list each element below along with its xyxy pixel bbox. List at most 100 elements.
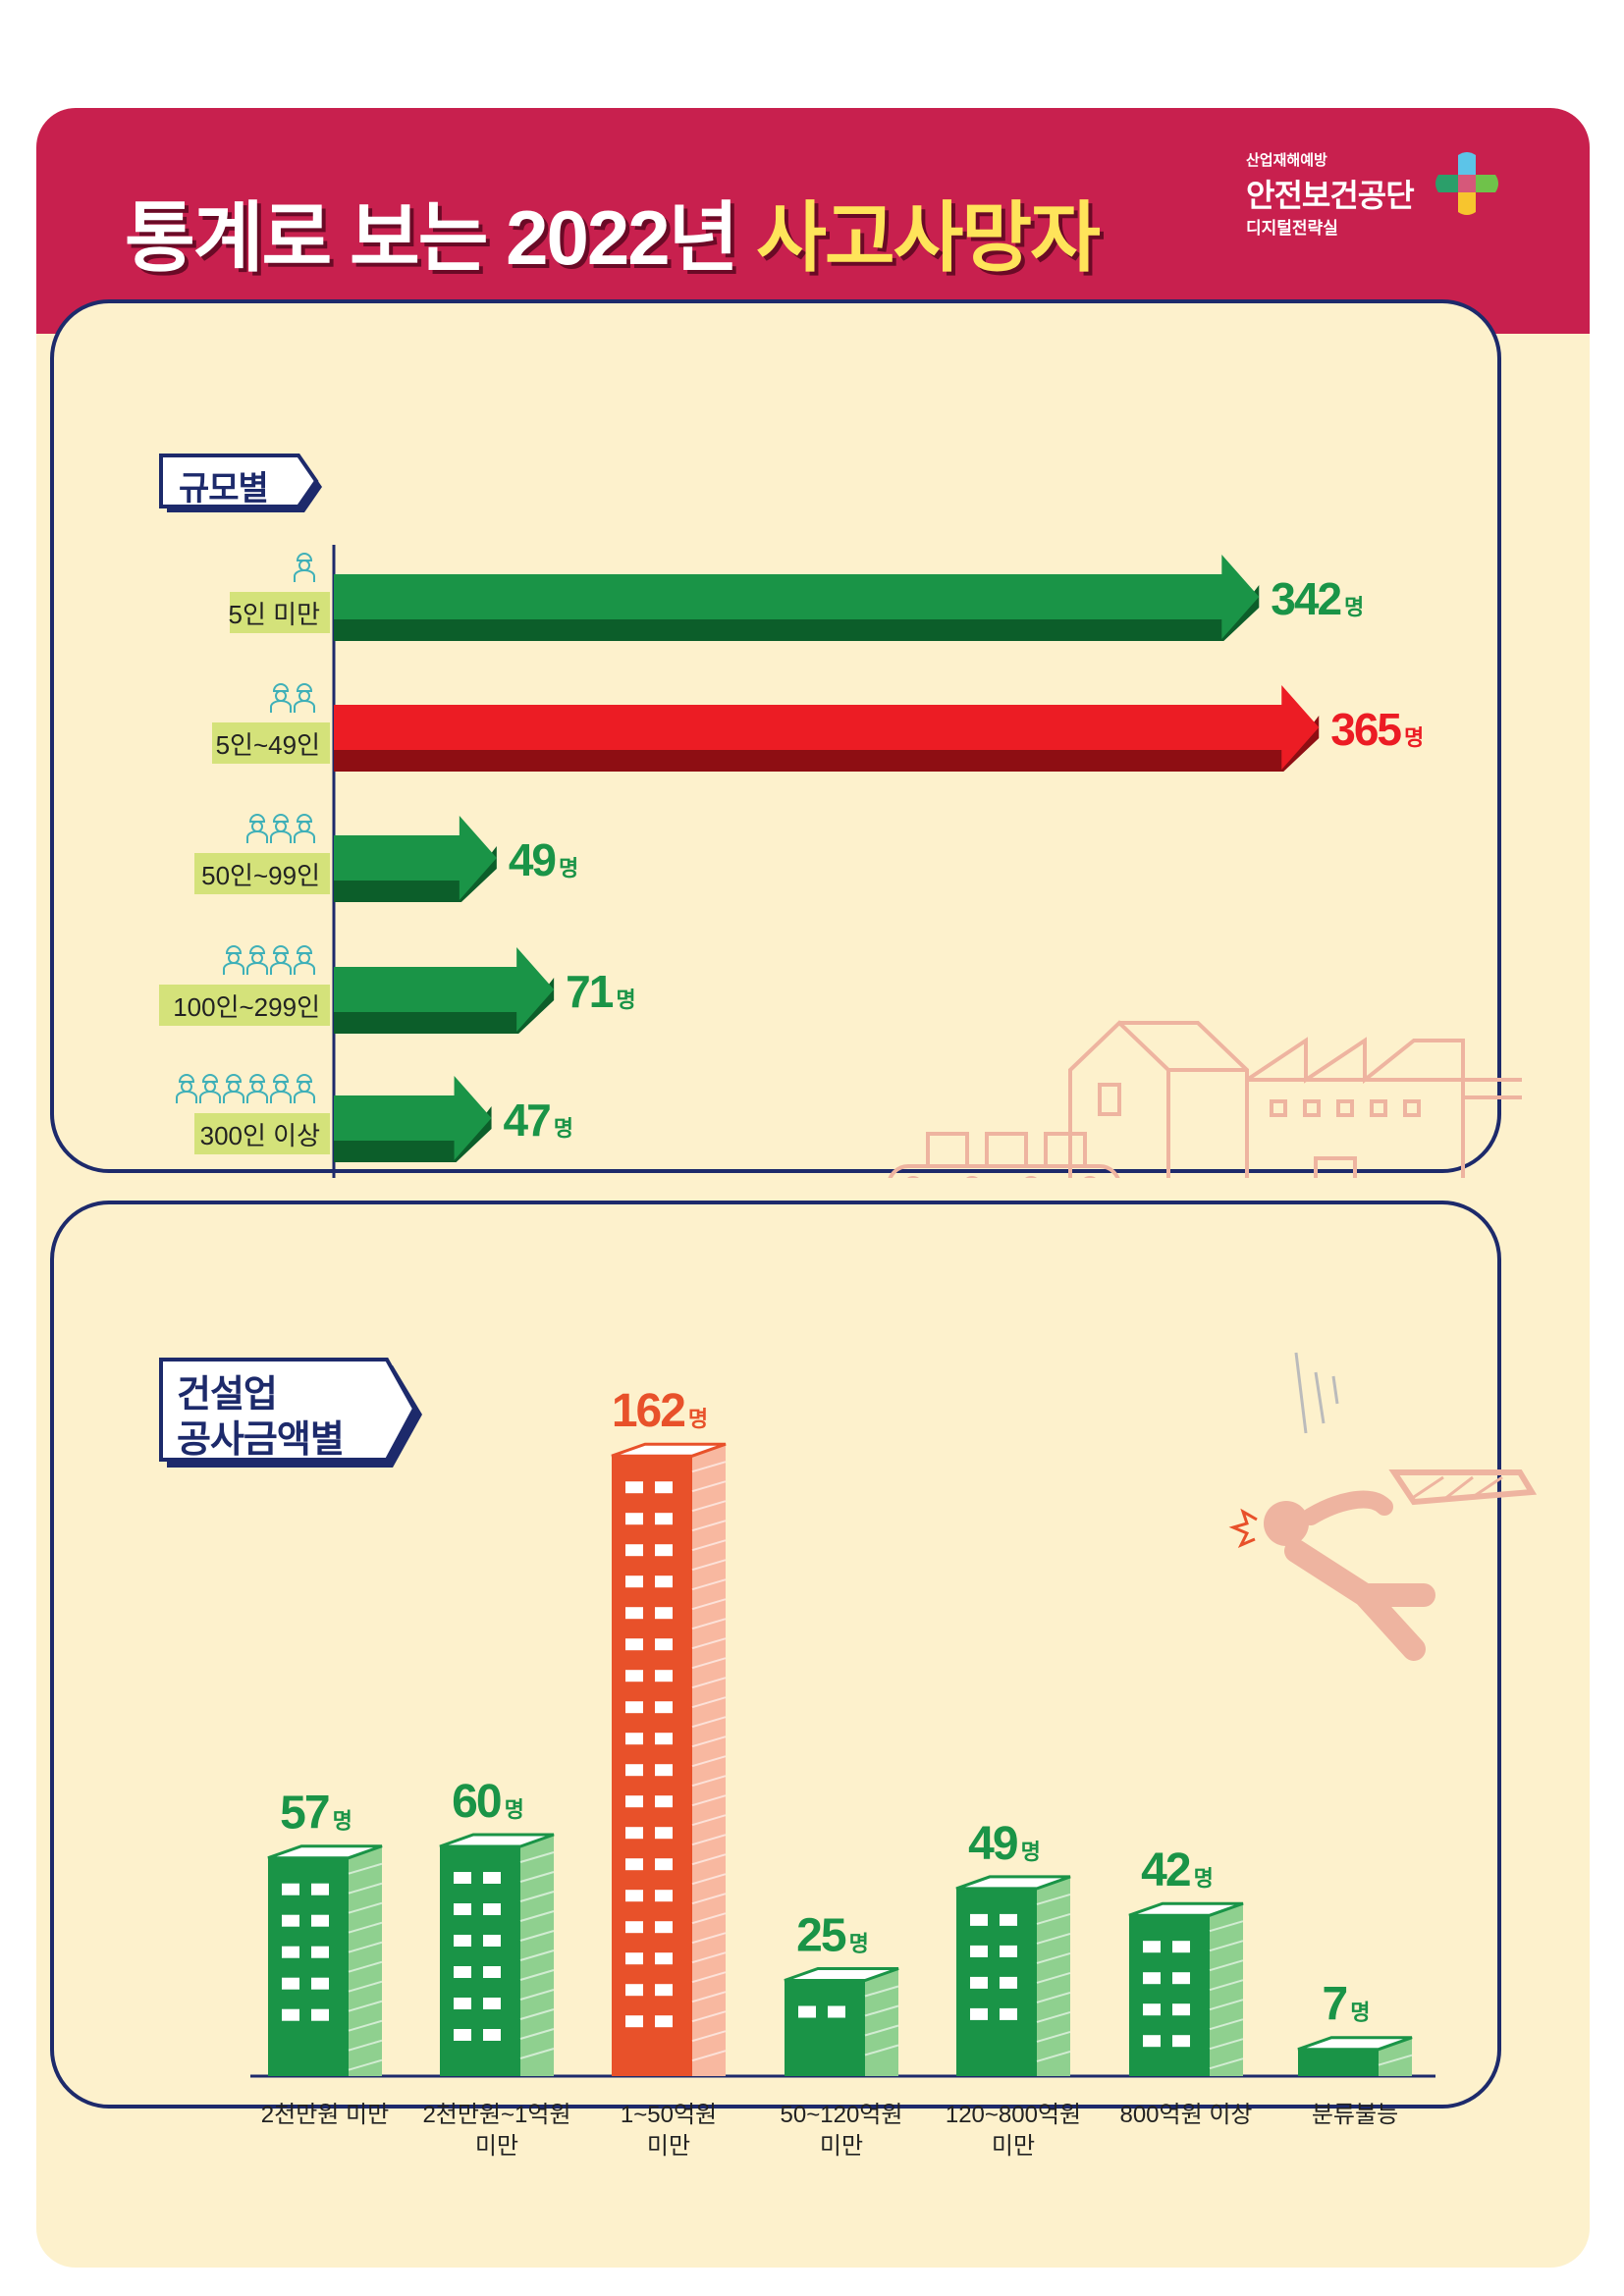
value-label: 60 명 xyxy=(452,1776,524,1828)
value-unit: 명 xyxy=(559,856,576,881)
category-label: 분류불능 xyxy=(1312,2102,1398,2128)
building-window xyxy=(970,2007,988,2020)
value-unit: 명 xyxy=(616,988,633,1012)
building-side-stripe xyxy=(691,1775,727,1788)
building-window xyxy=(655,1858,673,1871)
building-roof xyxy=(1297,2036,1413,2052)
building-side-stripe xyxy=(691,1991,727,2003)
value-unit: 명 xyxy=(333,1809,351,1834)
building-window xyxy=(1172,1972,1190,1985)
title-highlight: 사고사망자 xyxy=(756,194,1101,281)
building-window xyxy=(625,1481,643,1494)
bar-arrow xyxy=(334,1076,492,1162)
building-window xyxy=(282,1946,299,1958)
building-window xyxy=(1000,1945,1017,1957)
building-side-stripe xyxy=(1209,1999,1244,2011)
body xyxy=(1284,1539,1435,1661)
size-tag-label: 규모별 xyxy=(179,470,269,507)
building-side-stripe xyxy=(691,1853,727,1866)
building-window xyxy=(1143,1972,1161,1985)
building-face xyxy=(440,1846,520,2076)
building-side-stripe xyxy=(519,1871,555,1883)
building-side-stripe xyxy=(1036,1932,1071,1945)
value-number: 49 명 xyxy=(968,1818,1039,1870)
building-window xyxy=(625,2015,643,2028)
building-roof xyxy=(1128,1901,1244,1917)
category-label: 미만 xyxy=(992,2133,1035,2160)
window xyxy=(1336,1099,1354,1117)
head xyxy=(1264,1501,1309,1546)
building-side-stripe xyxy=(691,1578,727,1591)
building-side-stripe xyxy=(691,1873,727,1886)
window xyxy=(1303,1099,1321,1117)
value-unit: 명 xyxy=(849,1932,867,1956)
building-face xyxy=(268,1857,349,2076)
building-side xyxy=(1210,1903,1243,2076)
building-side-stripe xyxy=(348,2058,383,2071)
building-side-stripe xyxy=(519,2028,555,2040)
arm xyxy=(1302,1490,1393,1525)
building-side-stripe xyxy=(1036,2050,1071,2062)
category-label-bg xyxy=(230,592,330,633)
category-label: 2천만원~1억원 xyxy=(422,2102,570,2128)
building-window xyxy=(625,1952,643,1965)
building-side-stripe xyxy=(519,1949,555,1961)
box xyxy=(1044,1132,1087,1168)
building-side-stripe xyxy=(864,2024,899,2037)
category-label: 5인 미만 xyxy=(229,600,320,629)
window xyxy=(1370,1099,1387,1117)
building-side-stripe xyxy=(348,2000,383,2012)
category-label: 50~120억원 xyxy=(781,2102,903,2128)
building-window xyxy=(655,1890,673,1902)
category-label: 120~800억원 xyxy=(946,2102,1081,2128)
building-side-stripe xyxy=(1209,1959,1244,1972)
worker-icon xyxy=(223,945,244,975)
bar-arrow-body xyxy=(334,685,1320,770)
building-window xyxy=(625,1701,643,1714)
value-number: 60 명 xyxy=(452,1776,522,1828)
building-side-stripe xyxy=(691,1618,727,1630)
building-side-stripe xyxy=(691,1932,727,1945)
building-side-stripe xyxy=(1209,1920,1244,1933)
size-section-tag: 규모별 xyxy=(157,454,329,522)
value-number: 25 명 xyxy=(796,1910,867,1962)
building-window xyxy=(483,1903,501,1915)
category-label-bg xyxy=(194,1113,330,1154)
building-side-stripe xyxy=(691,1480,727,1493)
worker-icon xyxy=(294,553,315,582)
building-side-stripe xyxy=(348,1882,383,1895)
building-window xyxy=(625,1513,643,1525)
building-side-stripe xyxy=(691,1951,727,1964)
building-window xyxy=(311,2008,329,2021)
category-label: 미만 xyxy=(475,2133,518,2160)
tag-shape xyxy=(159,1358,422,1468)
building-side-stripe xyxy=(348,1980,383,1993)
worker-icon xyxy=(270,1074,292,1103)
building-side-stripe xyxy=(1036,1991,1071,2003)
kosha-logo: 산업재해예방 안전보건공단 디지털전략실 xyxy=(1246,149,1501,267)
building-side-stripe xyxy=(1209,1979,1244,1992)
category-label: 5인~49인 xyxy=(216,730,320,760)
building-window xyxy=(625,1607,643,1620)
building-window xyxy=(625,1544,643,1557)
bar-arrow-shadow xyxy=(334,585,1260,641)
building-window xyxy=(1143,1941,1161,1953)
building-window xyxy=(655,1544,673,1557)
worker-icon xyxy=(294,683,315,713)
building-window xyxy=(1000,1913,1017,1926)
building-window xyxy=(970,1976,988,1989)
building-window xyxy=(970,1913,988,1926)
value-unit: 명 xyxy=(688,1407,706,1431)
building-window xyxy=(311,1946,329,1958)
value-label: 162 명 xyxy=(612,1385,708,1437)
bar-arrow-shadow xyxy=(334,978,555,1034)
building-side-stripe xyxy=(691,1598,727,1611)
category-label-bg xyxy=(212,722,330,764)
building-roof xyxy=(611,1442,727,1458)
worker-icon xyxy=(270,945,292,975)
building-side xyxy=(1037,1876,1070,2076)
bar-arrow xyxy=(334,947,555,1034)
building-window xyxy=(655,1638,673,1651)
